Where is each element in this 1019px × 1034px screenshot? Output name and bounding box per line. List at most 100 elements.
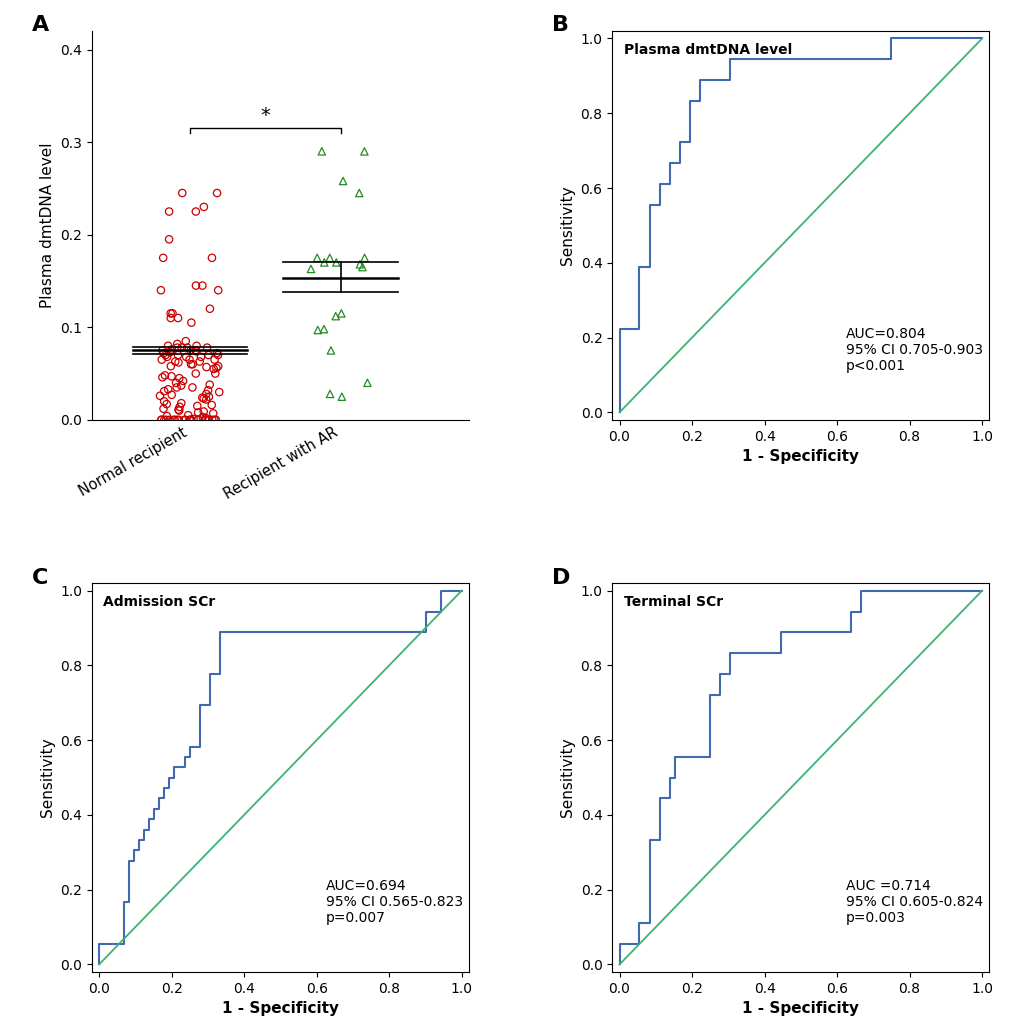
Point	[160, 381, 176, 397]
Text: B: B	[551, 16, 569, 35]
Point	[170, 355, 186, 371]
Point	[166, 412, 182, 428]
Text: AUC =0.714
95% CI 0.605-0.824
p=0.003: AUC =0.714 95% CI 0.605-0.824 p=0.003	[845, 879, 982, 925]
Point	[173, 395, 190, 412]
Point	[316, 254, 332, 271]
Y-axis label: Sensitivity: Sensitivity	[40, 737, 54, 817]
Point	[158, 396, 174, 413]
Point	[177, 412, 194, 428]
Point	[157, 367, 173, 384]
Point	[173, 377, 190, 394]
Point	[154, 369, 170, 386]
Text: *: *	[260, 107, 270, 125]
Point	[170, 401, 186, 418]
Point	[333, 389, 350, 405]
Point	[182, 412, 199, 428]
Point	[184, 379, 201, 396]
Point	[354, 258, 370, 275]
Point	[177, 333, 194, 349]
Point	[162, 344, 178, 361]
Y-axis label: Plasma dmtDNA level: Plasma dmtDNA level	[40, 143, 54, 308]
Point	[196, 390, 212, 406]
Point	[192, 354, 208, 370]
Point	[206, 352, 222, 368]
Text: D: D	[551, 568, 570, 587]
Point	[359, 374, 375, 391]
Point	[163, 341, 179, 358]
Point	[179, 339, 196, 356]
Point	[201, 389, 217, 405]
Text: AUC=0.694
95% CI 0.565-0.823
p=0.007: AUC=0.694 95% CI 0.565-0.823 p=0.007	[325, 879, 463, 925]
Y-axis label: Sensitivity: Sensitivity	[559, 186, 575, 266]
Point	[208, 360, 224, 376]
Point	[209, 345, 225, 362]
Point	[204, 249, 220, 266]
Point	[153, 282, 169, 299]
Point	[356, 249, 372, 266]
Text: Terminal SCr: Terminal SCr	[623, 595, 722, 609]
Point	[210, 358, 226, 374]
Point	[155, 249, 171, 266]
Point	[183, 314, 200, 331]
Point	[157, 346, 173, 363]
Point	[195, 408, 211, 425]
Point	[158, 412, 174, 428]
Point	[184, 356, 201, 372]
Point	[163, 387, 179, 403]
Point	[156, 383, 172, 399]
Point	[356, 143, 372, 159]
Point	[164, 305, 180, 322]
Point	[352, 256, 368, 273]
Point	[182, 342, 199, 359]
Point	[208, 412, 224, 428]
Point	[161, 204, 177, 220]
Point	[168, 379, 184, 396]
Point	[175, 372, 192, 389]
Point	[194, 390, 210, 406]
Point	[205, 361, 221, 377]
Point	[174, 185, 191, 202]
Point	[210, 282, 226, 299]
Text: AUC=0.804
95% CI 0.705-0.903
p<0.001: AUC=0.804 95% CI 0.705-0.903 p<0.001	[845, 327, 982, 373]
Point	[303, 261, 319, 277]
Point	[207, 365, 223, 382]
Point	[327, 308, 343, 325]
Point	[321, 249, 337, 266]
X-axis label: 1 - Specificity: 1 - Specificity	[742, 449, 858, 464]
Point	[328, 254, 344, 271]
Point	[322, 386, 338, 402]
Point	[156, 393, 172, 409]
Point	[169, 336, 185, 353]
Point	[155, 400, 171, 417]
Point	[154, 342, 170, 359]
Text: A: A	[32, 16, 49, 35]
Point	[154, 352, 170, 368]
Point	[156, 412, 172, 428]
Point	[196, 199, 212, 215]
Point	[187, 365, 204, 382]
Point	[204, 397, 220, 414]
Point	[163, 368, 179, 385]
Point	[187, 277, 204, 294]
Point	[162, 305, 178, 322]
Point	[171, 370, 187, 387]
Point	[168, 374, 184, 391]
Point	[182, 356, 199, 372]
Point	[211, 384, 227, 400]
Point	[155, 345, 171, 362]
Point	[190, 412, 206, 428]
Point	[205, 405, 221, 422]
Point	[194, 277, 210, 294]
Point	[173, 339, 190, 356]
Point	[161, 412, 177, 428]
Point	[310, 322, 326, 338]
Point	[161, 231, 177, 247]
Point	[179, 407, 196, 424]
Point	[187, 204, 204, 220]
Point	[204, 412, 220, 428]
Point	[200, 412, 216, 428]
Point	[169, 339, 185, 356]
Point	[190, 404, 206, 421]
Point	[171, 398, 187, 415]
Point	[198, 409, 214, 426]
